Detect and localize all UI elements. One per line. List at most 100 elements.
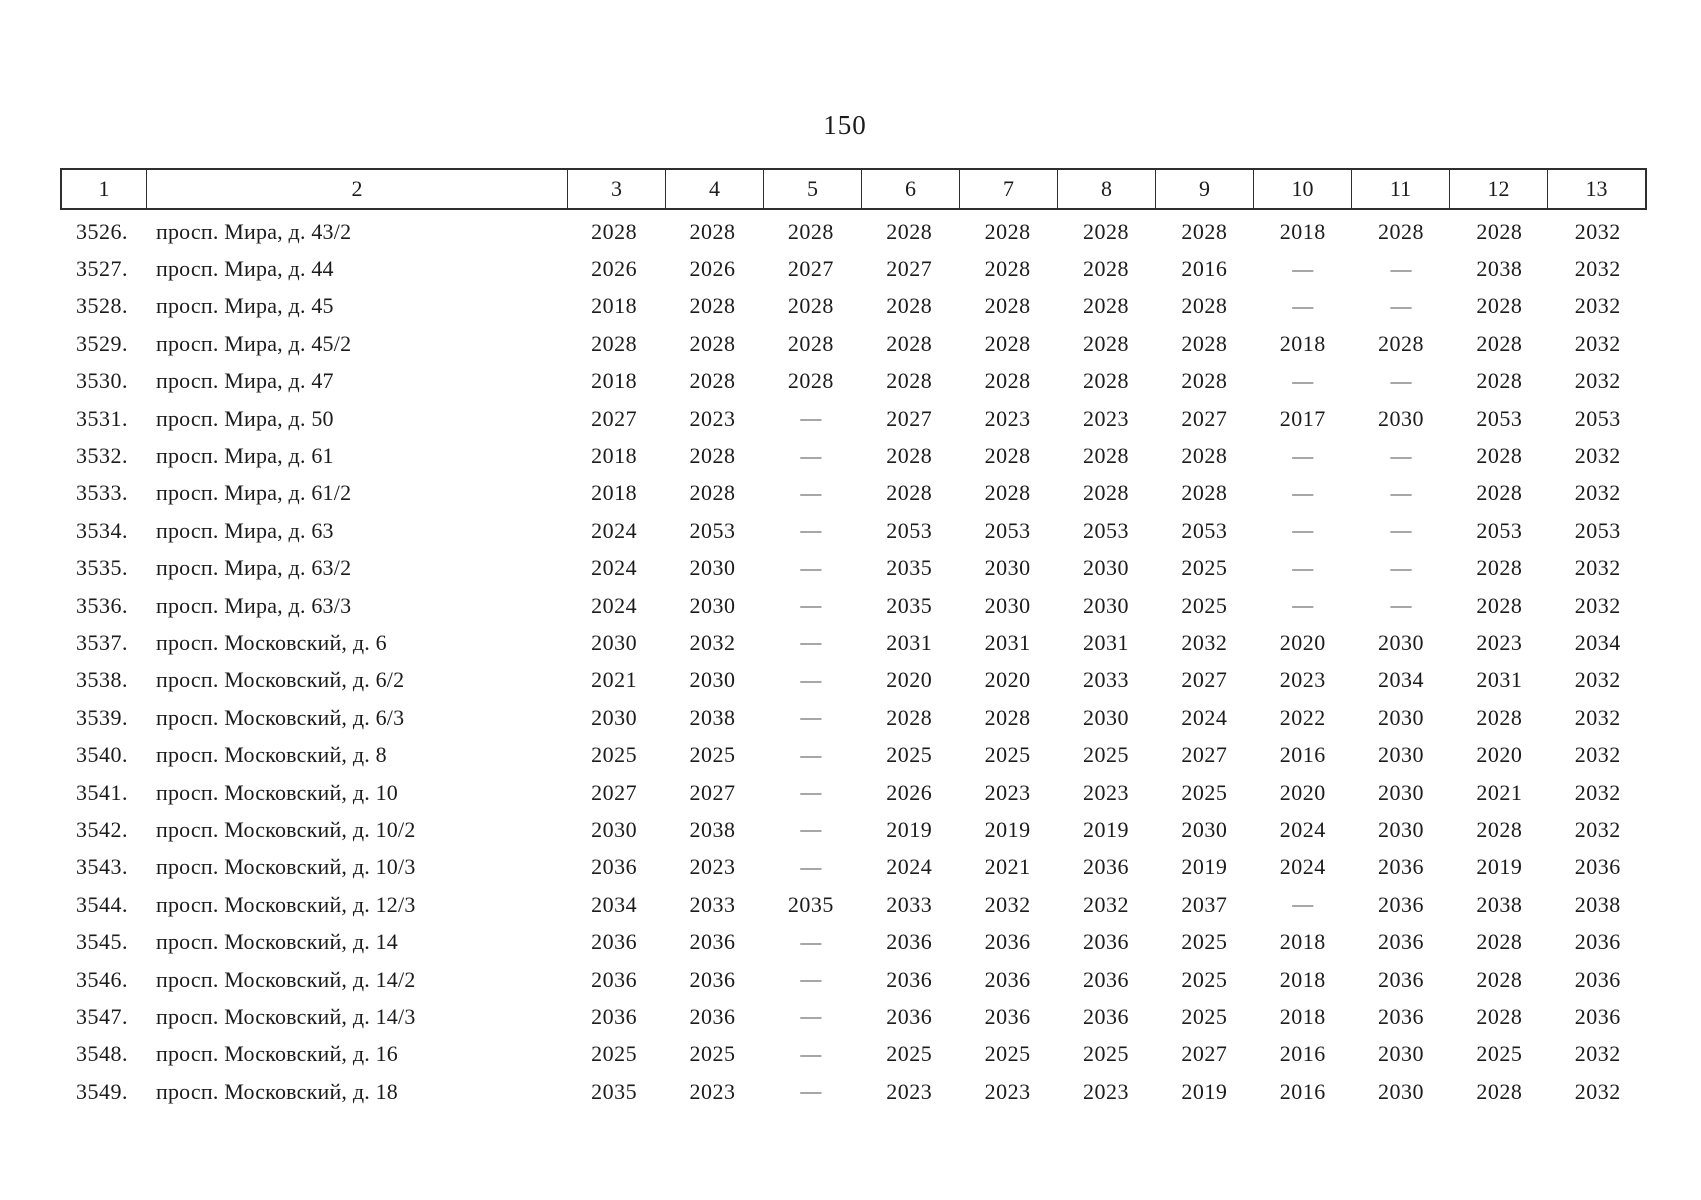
- year-cell: 2032: [1574, 592, 1621, 618]
- table-row: 3528. просп. Мира, д. 45 2018 2028 2028 2028 2…: [60, 288, 1647, 325]
- address-cell: просп. Мира, д. 45/2: [156, 330, 352, 356]
- table-row: 3538. просп. Московский, д. 6/2 2021 2030 — 2…: [60, 662, 1647, 699]
- year-cell: 2018: [1279, 1003, 1326, 1029]
- year-cell: 2028: [984, 368, 1031, 394]
- year-cell: 2032: [1574, 480, 1621, 506]
- year-cell: 2036: [984, 929, 1031, 955]
- year-cell: 2026: [591, 256, 638, 282]
- year-cell: 2024: [886, 854, 933, 880]
- year-cell: 2036: [984, 1003, 1031, 1029]
- column-header-13: 13: [1547, 170, 1645, 208]
- row-number-cell: 3531.: [76, 405, 128, 431]
- year-cell: 2027: [886, 256, 933, 282]
- address-cell: просп. Московский, д. 14/3: [156, 1003, 416, 1029]
- column-header-12: 12: [1449, 170, 1547, 208]
- year-cell: 2028: [689, 368, 736, 394]
- year-cell: 2032: [984, 891, 1031, 917]
- year-cell: 2025: [1181, 929, 1228, 955]
- year-cell: 2028: [984, 704, 1031, 730]
- table-body: 3526. просп. Мира, д. 43/2 2028 2028 2028 202…: [60, 210, 1647, 1110]
- address-cell: просп. Мира, д. 63/3: [156, 592, 352, 618]
- year-cell: 2025: [984, 742, 1031, 768]
- empty-cell: —: [800, 443, 822, 468]
- year-cell: 2028: [787, 368, 834, 394]
- empty-cell: —: [1390, 443, 1412, 468]
- year-cell: 2025: [689, 742, 736, 768]
- empty-cell: —: [1292, 293, 1314, 318]
- year-cell: 2035: [787, 891, 834, 917]
- row-number-cell: 3549.: [76, 1078, 128, 1104]
- year-cell: 2035: [886, 555, 933, 581]
- year-cell: 2028: [1476, 966, 1523, 992]
- column-header-5: 5: [763, 170, 861, 208]
- year-cell: 2021: [984, 854, 1031, 880]
- year-cell: 2019: [1181, 1078, 1228, 1104]
- year-cell: 2032: [1574, 779, 1621, 805]
- row-number-cell: 3543.: [76, 854, 128, 880]
- address-cell: просп. Мира, д. 63/2: [156, 555, 352, 581]
- year-cell: 2020: [1476, 742, 1523, 768]
- year-cell: 2036: [591, 966, 638, 992]
- year-cell: 2028: [1476, 443, 1523, 469]
- year-cell: 2034: [591, 891, 638, 917]
- address-cell: просп. Мира, д. 50: [156, 405, 334, 431]
- address-cell: просп. Московский, д. 10/2: [156, 816, 416, 842]
- row-number-cell: 3528.: [76, 293, 128, 319]
- table-row: 3543. просп. Московский, д. 10/3 2036 2023 —…: [60, 849, 1647, 886]
- column-header-1: 1: [98, 176, 110, 201]
- table-row: 3530. просп. Мира, д. 47 2018 2028 2028 2028 2…: [60, 363, 1647, 400]
- year-cell: 2036: [886, 929, 933, 955]
- year-cell: 2031: [886, 629, 933, 655]
- year-cell: 2028: [1181, 443, 1228, 469]
- year-cell: 2031: [984, 629, 1031, 655]
- column-header-7: 7: [959, 170, 1057, 208]
- empty-cell: —: [1292, 555, 1314, 580]
- year-cell: 2020: [886, 667, 933, 693]
- empty-cell: —: [800, 1041, 822, 1066]
- year-cell: 2020: [984, 667, 1031, 693]
- year-cell: 2028: [984, 480, 1031, 506]
- year-cell: 2030: [1082, 704, 1129, 730]
- year-cell: 2030: [1378, 405, 1425, 431]
- empty-cell: —: [800, 854, 822, 879]
- year-cell: 2028: [591, 218, 638, 244]
- year-cell: 2031: [1082, 629, 1129, 655]
- row-number-cell: 3539.: [76, 704, 128, 730]
- row-number-cell: 3535.: [76, 555, 128, 581]
- year-cell: 2025: [886, 742, 933, 768]
- year-cell: 2018: [591, 443, 638, 469]
- year-cell: 2030: [1378, 742, 1425, 768]
- column-header-2: 2: [146, 170, 567, 208]
- year-cell: 2028: [1476, 1003, 1523, 1029]
- year-cell: 2030: [1082, 592, 1129, 618]
- year-cell: 2036: [591, 929, 638, 955]
- year-cell: 2028: [1082, 293, 1129, 319]
- year-cell: 2028: [1476, 555, 1523, 581]
- year-cell: 2023: [689, 854, 736, 880]
- year-cell: 2024: [1279, 854, 1326, 880]
- year-cell: 2028: [1476, 929, 1523, 955]
- table-header-row: 1 2 3 4 5 6 7 8 9 10 11 12 13: [60, 168, 1647, 210]
- address-cell: просп. Московский, д. 12/3: [156, 891, 416, 917]
- address-cell: просп. Мира, д. 43/2: [156, 218, 352, 244]
- year-cell: 2028: [1378, 330, 1425, 356]
- address-cell: просп. Московский, д. 10/3: [156, 854, 416, 880]
- year-cell: 2036: [1378, 929, 1425, 955]
- year-cell: 2027: [689, 779, 736, 805]
- year-cell: 2021: [1476, 779, 1523, 805]
- year-cell: 2028: [984, 330, 1031, 356]
- empty-cell: —: [1292, 518, 1314, 543]
- column-header-11: 11: [1351, 170, 1449, 208]
- year-cell: 2026: [886, 779, 933, 805]
- year-cell: 2053: [1476, 405, 1523, 431]
- year-cell: 2036: [1082, 1003, 1129, 1029]
- year-cell: 2028: [689, 218, 736, 244]
- year-cell: 2028: [1476, 592, 1523, 618]
- year-cell: 2036: [1378, 966, 1425, 992]
- empty-cell: —: [1292, 480, 1314, 505]
- year-cell: 2028: [1476, 704, 1523, 730]
- year-cell: 2053: [984, 517, 1031, 543]
- year-cell: 2028: [984, 443, 1031, 469]
- address-cell: просп. Московский, д. 6: [156, 629, 387, 655]
